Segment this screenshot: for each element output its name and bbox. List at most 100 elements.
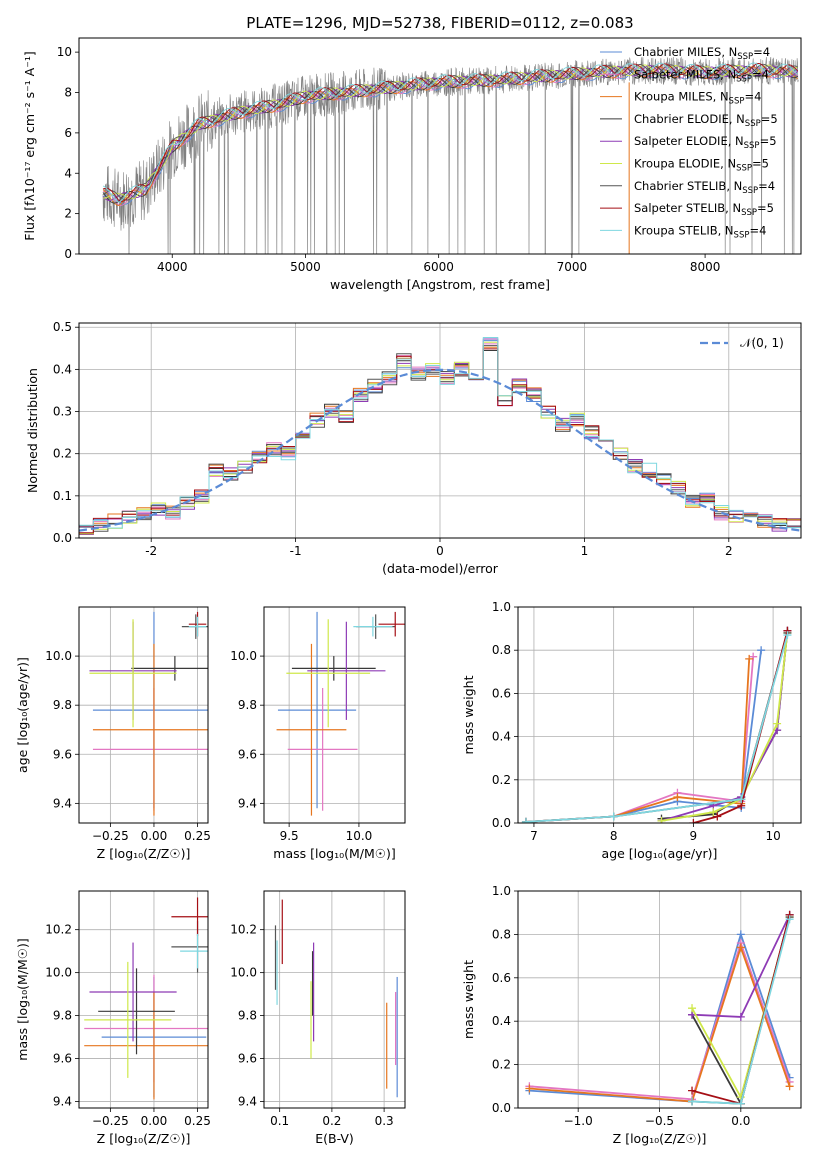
y-tick-label: 9.4 — [238, 796, 257, 810]
y-tick-label: 1.0 — [492, 600, 511, 614]
y-tick-label: 0.6 — [492, 686, 511, 700]
series-marker — [785, 915, 794, 924]
y-axis-label: mass [log₁₀(M/M☉)] — [15, 938, 30, 1060]
axes-frame — [78, 322, 802, 539]
plot-area — [102, 56, 799, 254]
series-marker — [709, 808, 718, 817]
legend-label-tail: =4 — [749, 223, 766, 237]
series-marker — [609, 812, 618, 821]
legend-label-sub: SSP — [734, 230, 750, 240]
x-tick-label: 0.00 — [141, 829, 168, 843]
legend-label-tail: =4 — [744, 90, 761, 104]
x-tick-label: 8 — [610, 829, 618, 843]
legend-label: Chabrier MILES, NSSP=4 — [634, 45, 770, 62]
chart-massweight_vs_Z: −1.0 −0.5 0.0 0.0 0.2 0.4 0.6 0.8 1.0 Z [log₁₀(Z/… — [461, 884, 802, 1146]
x-tick-label: 0 — [436, 544, 444, 558]
model-spectrum-line — [102, 62, 799, 203]
x-tick-label: 9 — [690, 829, 698, 843]
model-spectrum-line — [102, 62, 799, 202]
y-tick-label: 9.8 — [238, 698, 257, 712]
x-tick-label: 9.5 — [280, 829, 299, 843]
series-marker — [737, 795, 746, 804]
x-tick-label: 6000 — [423, 260, 454, 274]
legend-label: Kroupa MILES, NSSP=4 — [634, 90, 761, 107]
series-marker — [673, 793, 682, 802]
series-line — [529, 944, 791, 1103]
legend-label-tail: =4 — [753, 45, 770, 59]
y-tick-label: 0 — [64, 247, 72, 261]
x-axis-label: Z [log₁₀(Z/Z☉)] — [97, 846, 191, 861]
plot-area — [264, 607, 405, 823]
chart-massweight_vs_age: 7 8 9 10 0.0 0.2 0.4 0.6 0.8 1.0 age [log₁₀(age/yr… — [461, 600, 802, 861]
x-axis-label: mass [log₁₀(M/M☉)] — [273, 846, 395, 861]
y-tick-label: 6 — [64, 126, 72, 140]
y-tick-label: 1.0 — [492, 884, 511, 898]
plot-area — [518, 891, 801, 1108]
y-tick-label: 0.4 — [492, 1014, 511, 1028]
y-tick-label: 10.0 — [45, 649, 72, 663]
chart-age_vs_mass: 9.5 10.0 9.4 9.6 9.8 10.0 mass [log₁₀(M/M☉)] — [230, 606, 406, 861]
legend-label-sub: SSP — [745, 119, 761, 129]
series-marker — [773, 719, 782, 728]
y-tick-label: 2 — [64, 207, 72, 221]
y-tick-label: 0.0 — [492, 1101, 511, 1115]
legend-label-main: Salpeter MILES, N — [634, 67, 736, 81]
series-marker — [525, 1084, 534, 1093]
legend-label: Salpeter ELODIE, NSSP=5 — [634, 134, 777, 151]
x-tick-label: 7000 — [557, 260, 588, 274]
y-tick-label: 0.8 — [492, 927, 511, 941]
series-line — [525, 656, 755, 823]
model-spectrum-line — [102, 64, 799, 201]
y-tick-label: 0.5 — [53, 320, 72, 334]
series-marker — [745, 654, 754, 663]
y-tick-label: 10 — [57, 45, 72, 59]
x-tick-label: 1 — [581, 544, 589, 558]
series-marker — [736, 943, 745, 952]
y-tick-label: 9.6 — [53, 747, 72, 761]
chart-mass_vs_ebv: 0.1 0.2 0.3 9.4 9.6 9.8 10.0 10.2 E(B-V) — [230, 890, 406, 1146]
x-axis-label: Z [log₁₀(Z/Z☉)] — [613, 1131, 707, 1146]
y-tick-label: 0.6 — [492, 971, 511, 985]
series-line — [525, 650, 762, 823]
y-tick-label: 0.1 — [53, 489, 72, 503]
y-tick-label: 0.4 — [53, 362, 72, 376]
figure-title: PLATE=1296, MJD=52738, FIBERID=0112, z=0… — [246, 14, 633, 32]
plot-area — [79, 891, 208, 1108]
y-tick-label: 9.8 — [53, 698, 72, 712]
series-marker — [713, 812, 722, 821]
x-tick-label: 0.3 — [375, 1114, 394, 1128]
x-tick-label: −0.25 — [92, 829, 129, 843]
y-tick-label: 9.4 — [238, 1095, 257, 1109]
y-tick-label: 10.0 — [230, 649, 257, 663]
series-marker — [736, 1012, 745, 1021]
series-marker — [757, 646, 766, 655]
y-tick-label: 9.4 — [53, 1095, 72, 1109]
legend-label-sub: SSP — [744, 141, 760, 151]
x-tick-label: 10.0 — [346, 829, 373, 843]
chart-spectrum: 4000 5000 6000 7000 8000 0 2 4 6 8 10 wavelength [A… — [22, 37, 802, 292]
legend-label-main: Chabrier ELODIE, N — [634, 112, 745, 126]
chart-residuals: -2 -1 0 1 2 0.0 0.1 0.2 0.3 0.4 0.5 (data-model)/er… — [25, 320, 802, 576]
x-axis-label: (data-model)/error — [382, 561, 499, 576]
legend-label: Chabrier STELIB, NSSP=4 — [634, 179, 775, 196]
series-marker — [688, 1097, 697, 1106]
x-tick-label: 0.00 — [141, 1114, 168, 1128]
x-tick-label: 4000 — [157, 260, 188, 274]
histogram-step — [79, 341, 801, 538]
x-axis-label: wavelength [Angstrom, rest frame] — [330, 277, 550, 292]
y-axis-label: mass weight — [461, 960, 476, 1039]
series-marker — [688, 1086, 697, 1095]
legend-label-tail: =5 — [760, 134, 777, 148]
series-marker — [657, 816, 666, 823]
y-tick-label: 10.0 — [45, 966, 72, 980]
x-tick-label: 5000 — [290, 260, 321, 274]
x-axis-label: age [log₁₀(age/yr)] — [602, 846, 718, 861]
axes-frame — [78, 606, 209, 824]
plot-area — [518, 607, 801, 823]
y-tick-label: 4 — [64, 166, 72, 180]
x-tick-label: -1 — [290, 544, 302, 558]
x-tick-label: 0.1 — [270, 1114, 289, 1128]
legend-label: 𝒩(0, 1) — [740, 336, 784, 350]
series-marker — [688, 1004, 697, 1013]
